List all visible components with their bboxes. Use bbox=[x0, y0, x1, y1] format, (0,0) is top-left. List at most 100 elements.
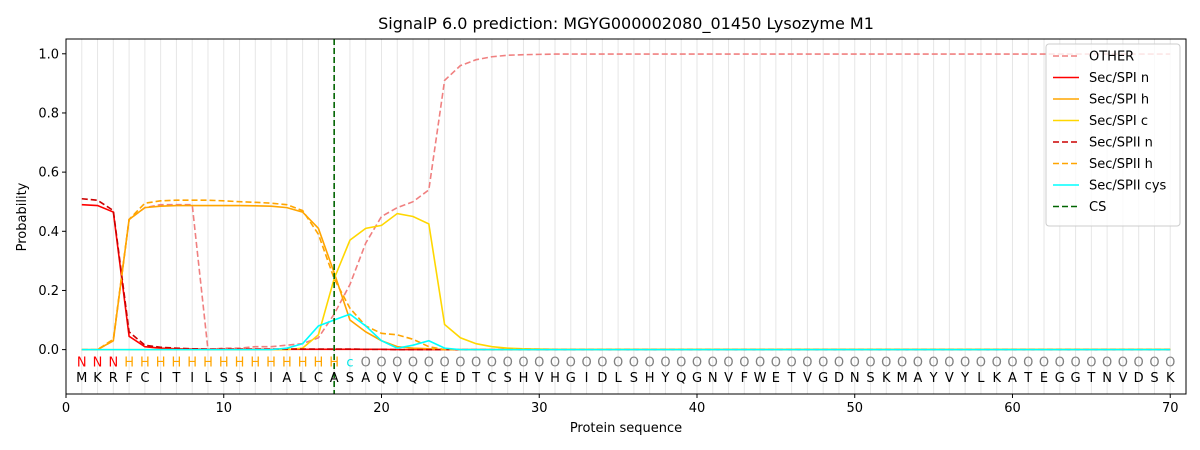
sequence-letter: C bbox=[140, 371, 149, 386]
sequence-letter: A bbox=[361, 371, 370, 386]
sequence-letter: T bbox=[1023, 371, 1032, 386]
legend-box bbox=[1045, 43, 1181, 227]
legend-entry: Sec/SPII cys bbox=[1089, 179, 1167, 194]
region-letter: O bbox=[676, 355, 686, 370]
sequence-letter: H bbox=[519, 371, 529, 386]
y-tick-label: 0.0 bbox=[38, 343, 59, 358]
region-letter: O bbox=[487, 355, 497, 370]
region-letter: O bbox=[787, 355, 797, 370]
region-letter: O bbox=[361, 355, 371, 370]
sequence-letter: V bbox=[803, 371, 812, 386]
sequence-letter: I bbox=[253, 371, 257, 386]
chart-title: SignalP 6.0 prediction: MGYG000002080_01… bbox=[378, 14, 874, 34]
sequence-letter: N bbox=[850, 371, 860, 386]
sequence-letter: S bbox=[866, 371, 874, 386]
sequence-letter: Q bbox=[376, 371, 386, 386]
legend-entry: Sec/SPI c bbox=[1089, 114, 1148, 129]
x-tick-label: 10 bbox=[215, 401, 232, 416]
sequence-letter: C bbox=[487, 371, 496, 386]
region-letter: H bbox=[266, 355, 276, 370]
y-tick-label: 0.6 bbox=[38, 166, 59, 181]
sequence-letter: A bbox=[1008, 371, 1017, 386]
sequence-letter: M bbox=[76, 371, 87, 386]
sequence-letter: G bbox=[1055, 371, 1065, 386]
y-ticks: 0.0 0.2 0.4 0.6 0.8 1.0 bbox=[38, 47, 66, 358]
region-letter: O bbox=[897, 355, 907, 370]
sequence-letter: M bbox=[896, 371, 907, 386]
region-letter: O bbox=[424, 355, 434, 370]
region-letter: O bbox=[928, 355, 938, 370]
sequence-letter: V bbox=[1118, 371, 1127, 386]
sequence-letter: N bbox=[708, 371, 718, 386]
sequence-letter: F bbox=[741, 371, 748, 386]
region-letter: O bbox=[755, 355, 765, 370]
region-letter: O bbox=[881, 355, 891, 370]
region-letter: O bbox=[976, 355, 986, 370]
region-letter: O bbox=[597, 355, 607, 370]
legend-entry: CS bbox=[1089, 200, 1106, 215]
region-letter: O bbox=[1149, 355, 1159, 370]
x-tick-label: 70 bbox=[1162, 401, 1179, 416]
sequence-letter: C bbox=[314, 371, 323, 386]
region-letter: H bbox=[187, 355, 197, 370]
sequence-letter: D bbox=[597, 371, 607, 386]
grid bbox=[81, 39, 1171, 394]
sequence-letter: K bbox=[992, 371, 1001, 386]
legend: OTHER Sec/SPI n Sec/SPI h Sec/SPI c Sec/SPII… bbox=[1045, 43, 1181, 227]
sequence-letter: Y bbox=[660, 371, 669, 386]
sequence-letter: T bbox=[171, 371, 180, 386]
region-letter: O bbox=[392, 355, 402, 370]
x-tick-label: 0 bbox=[62, 401, 70, 416]
region-letter: O bbox=[471, 355, 481, 370]
series-lines bbox=[81, 53, 1171, 351]
sequence-letter: I bbox=[585, 371, 589, 386]
sequence-letter: A bbox=[913, 371, 922, 386]
sequence-letter: S bbox=[235, 371, 243, 386]
region-letter: O bbox=[1023, 355, 1033, 370]
region-letter: O bbox=[802, 355, 812, 370]
sequence-letter: L bbox=[977, 371, 985, 386]
region-letter: H bbox=[124, 355, 134, 370]
sequence-letter: Q bbox=[676, 371, 686, 386]
sequence-letter: K bbox=[1166, 371, 1175, 386]
plot-frame bbox=[65, 38, 1187, 395]
sequence-letter: Y bbox=[929, 371, 938, 386]
sequence-letter: V bbox=[945, 371, 954, 386]
series-line bbox=[81, 53, 1171, 351]
region-letter: O bbox=[534, 355, 544, 370]
sequence-letter: G bbox=[566, 371, 576, 386]
sequence-letter: I bbox=[159, 371, 163, 386]
region-letter: O bbox=[1134, 355, 1144, 370]
region-letter: O bbox=[850, 355, 860, 370]
region-letter: O bbox=[439, 355, 449, 370]
region-letter: O bbox=[944, 355, 954, 370]
sequence-letter: L bbox=[614, 371, 622, 386]
sequence-letter: V bbox=[535, 371, 544, 386]
sequence-letter: I bbox=[269, 371, 273, 386]
region-letter: O bbox=[1055, 355, 1065, 370]
sequence-letter: D bbox=[834, 371, 844, 386]
sequence-letter: C bbox=[424, 371, 433, 386]
region-letter: c bbox=[346, 355, 353, 370]
sequence-letter: T bbox=[471, 371, 480, 386]
region-letter: O bbox=[771, 355, 781, 370]
sequence-letter: G bbox=[692, 371, 702, 386]
region-letter: O bbox=[518, 355, 528, 370]
region-letter: H bbox=[203, 355, 213, 370]
y-tick-label: 0.2 bbox=[38, 284, 59, 299]
sequence-letter: E bbox=[1040, 371, 1048, 386]
sequence-letter: V bbox=[393, 371, 402, 386]
region-letter: O bbox=[1007, 355, 1017, 370]
sequence-letter: G bbox=[818, 371, 828, 386]
legend-entry: Sec/SPII n bbox=[1089, 136, 1153, 151]
sequence-letter: Q bbox=[408, 371, 418, 386]
region-letter: O bbox=[992, 355, 1002, 370]
sequence-letter: W bbox=[754, 371, 767, 386]
region-letter: H bbox=[298, 355, 308, 370]
y-tick-label: 0.4 bbox=[38, 225, 59, 240]
x-axis-label: Protein sequence bbox=[570, 421, 682, 436]
y-tick-label: 1.0 bbox=[38, 47, 59, 62]
sequence-letter: S bbox=[630, 371, 638, 386]
sequence-letter: H bbox=[645, 371, 655, 386]
